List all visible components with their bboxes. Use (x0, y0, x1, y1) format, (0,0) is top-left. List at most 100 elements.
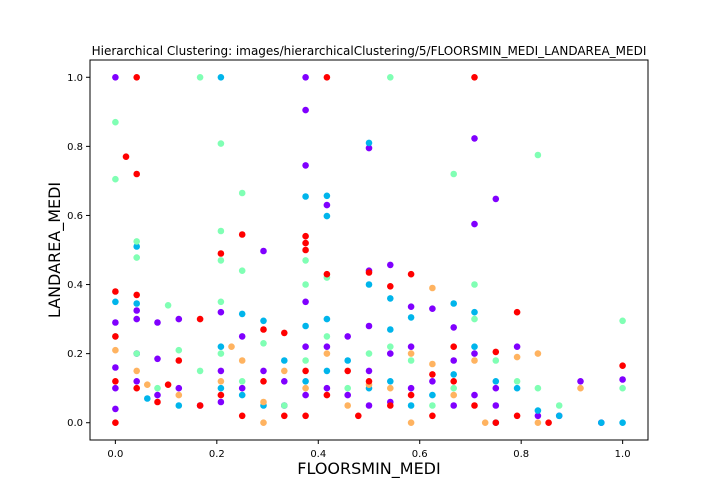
point-cluster-2-25 (217, 350, 225, 357)
point-cluster-0-56 (492, 384, 500, 392)
point-cluster-0-55 (471, 391, 478, 399)
point-cluster-3-5 (228, 343, 235, 351)
point-cluster-1-19 (217, 384, 225, 392)
point-cluster-2-10 (302, 257, 309, 264)
point-cluster-3-4 (217, 378, 225, 385)
point-cluster-4-17 (407, 270, 415, 278)
point-cluster-1-26 (323, 367, 331, 375)
point-cluster-3-10 (323, 350, 331, 357)
point-cluster-2-37 (471, 315, 478, 323)
plot-frame (89, 59, 649, 441)
point-cluster-0-11 (407, 303, 415, 311)
point-cluster-3-18 (471, 357, 478, 364)
point-cluster-1-13 (133, 243, 140, 250)
point-cluster-0-19 (175, 315, 183, 323)
point-cluster-0-63 (492, 402, 500, 409)
point-cluster-4-4 (133, 170, 140, 178)
point-cluster-1-14 (133, 300, 140, 307)
point-cluster-4-19 (513, 308, 521, 316)
point-cluster-3-6 (238, 357, 246, 364)
point-cluster-2-31 (344, 384, 352, 392)
point-cluster-0-58 (534, 412, 542, 420)
x-tick-label: 0.2 (209, 449, 225, 460)
point-cluster-0-60 (577, 378, 584, 385)
point-cluster-1-38 (598, 419, 605, 427)
point-cluster-0-5 (471, 135, 478, 142)
point-cluster-0-31 (217, 398, 225, 406)
point-cluster-0-0 (112, 74, 119, 81)
point-cluster-4-6 (133, 291, 140, 299)
point-cluster-2-16 (534, 151, 542, 159)
point-cluster-0-42 (344, 333, 352, 340)
point-cluster-4-15 (323, 270, 331, 278)
point-cluster-0-43 (344, 391, 352, 399)
point-cluster-1-39 (619, 419, 626, 427)
point-cluster-2-29 (302, 357, 309, 364)
point-cluster-4-1 (323, 74, 331, 81)
point-cluster-3-1 (133, 367, 140, 375)
point-cluster-4-2 (471, 74, 478, 81)
point-cluster-2-6 (217, 257, 225, 264)
point-cluster-0-22 (112, 384, 119, 392)
point-cluster-2-8 (133, 254, 140, 261)
y-tick-label: 0.0 (67, 418, 83, 429)
point-cluster-2-21 (164, 302, 172, 309)
point-cluster-2-2 (196, 74, 204, 81)
point-cluster-2-42 (619, 384, 626, 392)
point-cluster-2-32 (365, 350, 373, 357)
y-axis-label: LANDAREA_MEDI (45, 182, 65, 318)
point-cluster-1-33 (471, 343, 478, 351)
point-cluster-3-22 (534, 419, 542, 427)
point-cluster-1-24 (302, 378, 309, 385)
point-cluster-3-20 (513, 353, 521, 361)
point-cluster-4-43 (429, 371, 436, 378)
point-cluster-4-9 (302, 246, 309, 254)
point-cluster-1-18 (217, 343, 225, 351)
point-cluster-2-36 (450, 384, 458, 392)
point-cluster-1-30 (407, 402, 415, 409)
point-cluster-2-0 (112, 118, 119, 126)
point-cluster-4-48 (513, 412, 521, 420)
point-cluster-3-0 (112, 346, 119, 354)
point-cluster-1-20 (238, 391, 246, 399)
point-cluster-0-12 (429, 305, 436, 313)
y-tick-label: 0.4 (67, 280, 83, 291)
point-cluster-4-0 (133, 74, 140, 81)
point-cluster-0-4 (323, 201, 331, 209)
point-cluster-0-7 (492, 195, 500, 203)
point-cluster-0-15 (133, 307, 140, 314)
y-axis-ticks: 0.0 0.2 0.4 0.6 0.8 1.0 (67, 73, 90, 429)
point-cluster-0-49 (407, 343, 415, 351)
point-cluster-4-28 (164, 381, 172, 389)
point-cluster-0-33 (238, 384, 246, 392)
point-cluster-4-26 (133, 384, 140, 392)
point-cluster-4-36 (302, 412, 309, 420)
point-cluster-2-4 (238, 189, 246, 197)
point-cluster-1-12 (260, 317, 267, 325)
point-cluster-4-21 (492, 348, 500, 356)
point-cluster-3-7 (260, 398, 267, 406)
point-cluster-0-20 (112, 319, 119, 326)
point-cluster-0-52 (450, 357, 458, 364)
point-cluster-0-6 (471, 220, 478, 228)
point-cluster-0-3 (302, 162, 309, 169)
point-cluster-2-20 (154, 384, 161, 392)
point-cluster-1-5 (365, 281, 373, 288)
point-cluster-3-11 (344, 402, 352, 409)
y-tick-label: 0.6 (67, 211, 83, 222)
point-cluster-1-25 (323, 315, 331, 323)
point-cluster-4-12 (196, 315, 204, 323)
point-cluster-4-49 (545, 419, 552, 427)
point-cluster-0-9 (387, 261, 394, 269)
point-cluster-1-0 (217, 74, 225, 81)
point-cluster-4-22 (619, 362, 626, 370)
point-cluster-2-28 (281, 402, 288, 409)
x-tick-label: 0.6 (412, 449, 428, 460)
point-cluster-1-11 (238, 310, 246, 318)
point-cluster-1-29 (387, 378, 394, 385)
point-cluster-1-9 (450, 300, 458, 307)
point-cluster-0-44 (365, 322, 373, 330)
point-cluster-1-22 (281, 357, 288, 364)
point-cluster-2-14 (450, 170, 458, 178)
